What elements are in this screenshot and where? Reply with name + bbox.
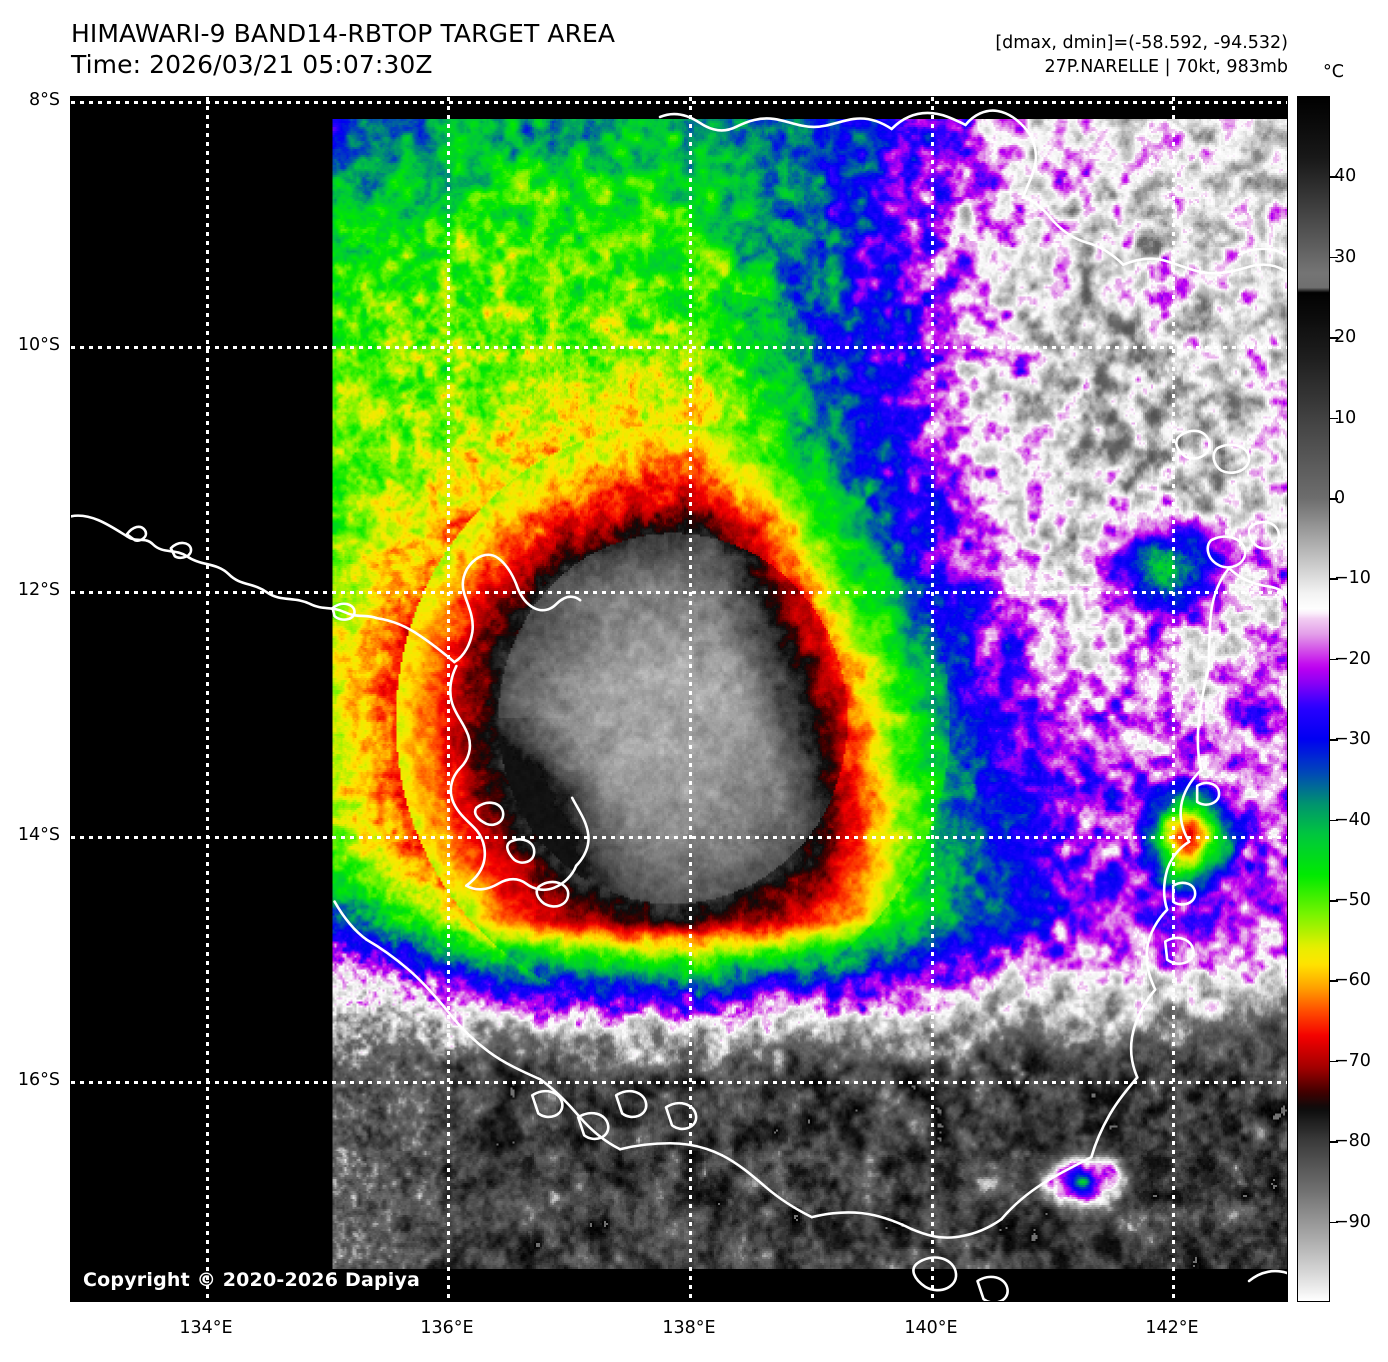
colorbar-tickmark bbox=[1330, 578, 1338, 580]
satellite-plot-area[interactable]: Copyright © 2020-2026 Dapiya bbox=[70, 96, 1288, 1302]
colorbar-tickmark bbox=[1330, 1060, 1338, 1063]
colorbar-tickmark bbox=[1330, 1141, 1338, 1143]
y-tick-label-8s: 8°S bbox=[29, 90, 60, 110]
colorbar-tick--70: −70 bbox=[1334, 1050, 1371, 1071]
y-tick-label-14s: 14°S bbox=[17, 825, 60, 845]
colorbar-tick--40: −40 bbox=[1334, 809, 1371, 830]
colorbar-tickmark bbox=[1330, 739, 1338, 741]
colorbar-tick--50: −50 bbox=[1334, 890, 1371, 910]
colorbar-tickmark bbox=[1330, 900, 1338, 902]
colorbar-tick--20: −20 bbox=[1334, 648, 1371, 669]
storm-info-label: 27P.NARELLE | 70kt, 983mb bbox=[1044, 57, 1288, 77]
colorbar-tick--30: −30 bbox=[1334, 729, 1371, 750]
colorbar-tick--90: −90 bbox=[1334, 1211, 1371, 1232]
colorbar-tickmark bbox=[1330, 256, 1338, 259]
copyright-notice: Copyright © 2020-2026 Dapiya bbox=[83, 1269, 421, 1291]
coastline-overlay bbox=[71, 109, 1287, 1301]
y-tick-label-10s: 10°S bbox=[17, 335, 60, 355]
colorbar-unit-label: °C bbox=[1323, 62, 1344, 82]
y-tick-label-12s: 12°S bbox=[17, 580, 60, 600]
title-line: HIMAWARI-9 BAND14-RBTOP TARGET AREA bbox=[71, 19, 616, 48]
colorbar-tickmark bbox=[1330, 417, 1338, 420]
x-tick-label-136e: 136°E bbox=[420, 1318, 474, 1338]
colorbar-tickmark bbox=[1330, 337, 1338, 339]
x-tick-label-140e: 140°E bbox=[904, 1318, 958, 1338]
colorbar-tickmark bbox=[1330, 819, 1338, 822]
colorbar-tickmark bbox=[1330, 1221, 1338, 1224]
colorbar-tick--10: −10 bbox=[1334, 568, 1371, 589]
time-line: Time: 2026/03/21 05:07:30Z bbox=[71, 50, 433, 79]
colorbar-tickmark bbox=[1330, 980, 1338, 982]
colorbar-tick-20: 20 bbox=[1334, 327, 1357, 348]
x-tick-label-142e: 142°E bbox=[1145, 1318, 1199, 1338]
page-title: HIMAWARI-9 BAND14-RBTOP TARGET AREA Time… bbox=[71, 18, 615, 80]
x-tick-label-134e: 134°E bbox=[179, 1318, 233, 1338]
colorbar-tick--60: −60 bbox=[1334, 970, 1371, 991]
colorbar-tick-30: 30 bbox=[1334, 246, 1357, 267]
y-tick-label-16s: 16°S bbox=[17, 1070, 60, 1090]
colorbar-gradient bbox=[1298, 97, 1329, 1301]
x-tick-label-138e: 138°E bbox=[662, 1318, 716, 1338]
colorbar-tick-40: 40 bbox=[1334, 166, 1357, 187]
colorbar-tickmark bbox=[1330, 176, 1338, 178]
infrared-imagery bbox=[71, 97, 1287, 1301]
colorbar-tickmark bbox=[1330, 658, 1338, 661]
colorbar-tick--80: −80 bbox=[1334, 1131, 1371, 1152]
colorbar-tick-10: 10 bbox=[1334, 407, 1357, 428]
colorbar-tick-0: 0 bbox=[1334, 488, 1346, 508]
dmax-dmin-label: [dmax, dmin]=(-58.592, -94.532) bbox=[995, 33, 1288, 53]
colorbar-tickmark bbox=[1330, 498, 1338, 500]
temperature-colorbar[interactable] bbox=[1297, 96, 1330, 1302]
header-metadata: [dmax, dmin]=(-58.592, -94.532) 27P.NARE… bbox=[995, 31, 1288, 79]
